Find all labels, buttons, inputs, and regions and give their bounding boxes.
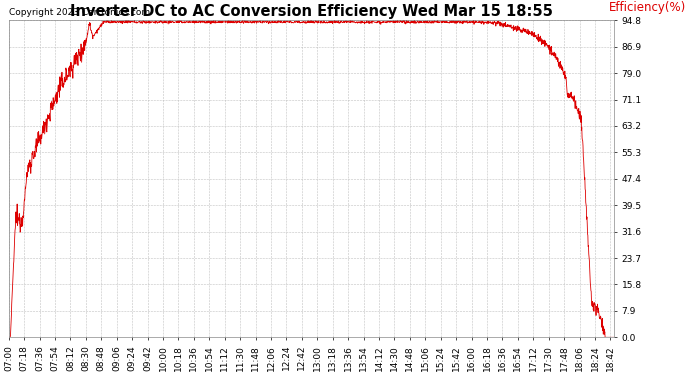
Y-axis label: Efficiency(%): Efficiency(%): [609, 1, 686, 14]
Text: Copyright 2023 Cartronics.com: Copyright 2023 Cartronics.com: [9, 8, 150, 17]
Title: Inverter DC to AC Conversion Efficiency Wed Mar 15 18:55: Inverter DC to AC Conversion Efficiency …: [70, 4, 553, 19]
